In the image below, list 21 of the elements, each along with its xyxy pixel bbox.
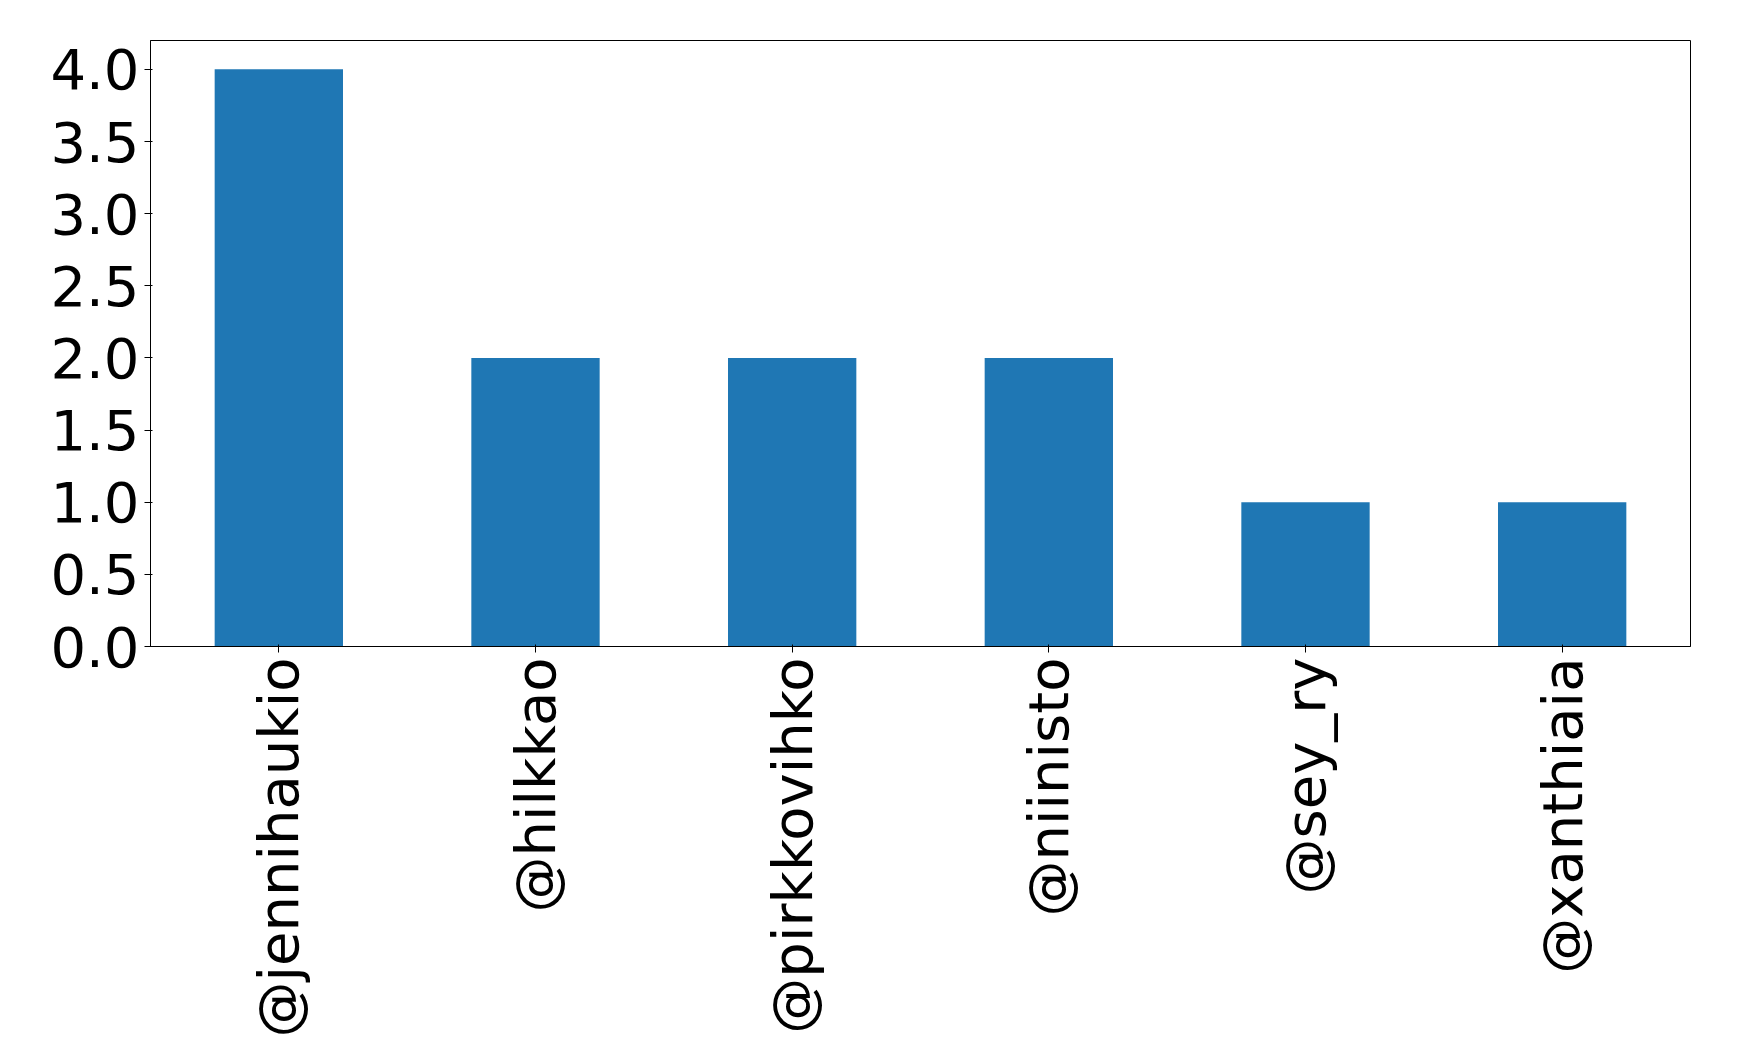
y-tick-label: 2.5 [50,253,140,319]
x-tick-label: @pirkkovihko [759,657,825,1034]
y-tick-label: 3.0 [50,181,140,247]
bar [984,357,1113,647]
y-tick-label: 4.0 [50,37,140,103]
y-tick-label: 0.0 [50,614,140,680]
x-tick-label: @xanthiaia [1529,657,1595,974]
x-tick-label: @jennihaukio [246,657,312,1038]
y-tick-label: 2.0 [50,325,140,391]
bar [471,357,600,647]
y-tick-label: 1.0 [50,470,140,536]
bar [1498,502,1627,647]
bar [728,357,857,647]
y-tick-label: 3.5 [50,109,140,175]
x-tick-label: @sey_ry [1273,657,1338,895]
bar [214,69,343,647]
x-tick-label: @hilkkao [503,657,568,913]
y-tick-label: 0.5 [50,542,140,608]
x-tick-label: @niinisto [1016,657,1082,917]
bar [1241,502,1370,647]
y-tick-label: 1.5 [50,398,140,464]
